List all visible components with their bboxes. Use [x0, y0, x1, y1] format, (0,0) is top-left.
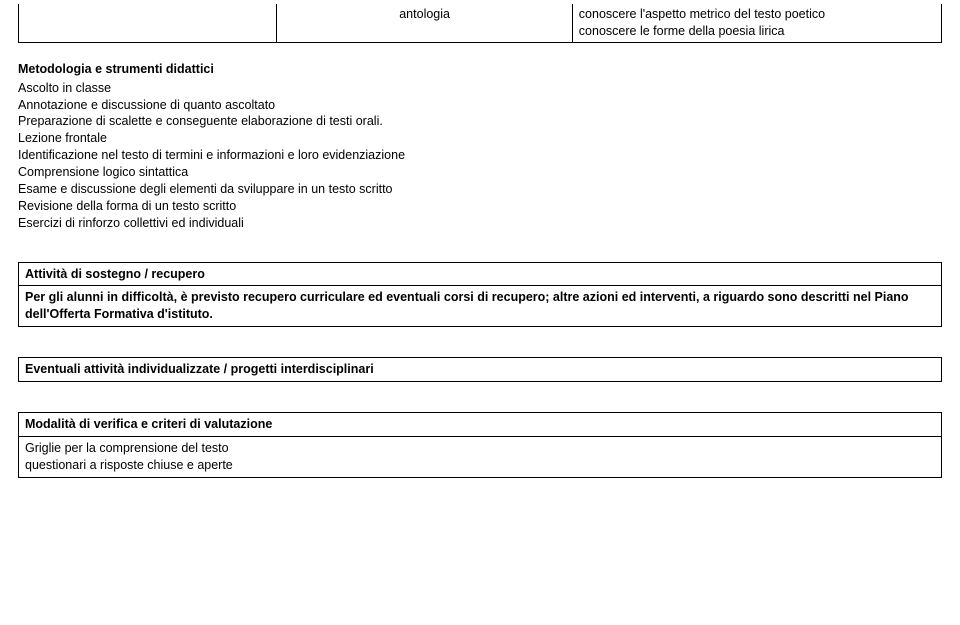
sostegno-heading: Attività di sostegno / recupero [19, 263, 941, 287]
metodologia-line: Annotazione e discussione di quanto asco… [18, 97, 942, 114]
metodologia-line: Esame e discussione degli elementi da sv… [18, 181, 942, 198]
metodologia-section: Metodologia e strumenti didattici Ascolt… [18, 61, 942, 232]
top-cell-3-line1: conoscere l'aspetto metrico del testo po… [579, 6, 935, 23]
metodologia-line: Esercizi di rinforzo collettivi ed indiv… [18, 215, 942, 232]
verifica-body-row: Griglie per la comprensione del testo qu… [19, 436, 941, 477]
sostegno-body: Per gli alunni in difficoltà, è previsto… [19, 286, 941, 326]
top-table: antologia conoscere l'aspetto metrico de… [18, 4, 942, 43]
verifica-line2: questionari a risposte chiuse e aperte [25, 457, 935, 474]
metodologia-line: Lezione frontale [18, 130, 942, 147]
verifica-line1: Griglie per la comprensione del testo [25, 440, 935, 457]
top-cell-2: antologia [277, 4, 572, 42]
metodologia-heading: Metodologia e strumenti didattici [18, 61, 942, 78]
sostegno-box: Attività di sostegno / recupero Per gli … [18, 262, 942, 328]
metodologia-line: Ascolto in classe [18, 80, 942, 97]
verifica-heading-row: Modalità di verifica e criteri di valuta… [19, 413, 941, 436]
verifica-box: Modalità di verifica e criteri di valuta… [18, 412, 942, 478]
verifica-heading: Modalità di verifica e criteri di valuta… [25, 417, 272, 431]
sostegno-text: Per gli alunni in difficoltà, è previsto… [25, 290, 909, 321]
attivita-ind-heading: Eventuali attività individualizzate / pr… [25, 362, 374, 376]
top-cell-1 [19, 4, 277, 42]
metodologia-line: Preparazione di scalette e conseguente e… [18, 113, 942, 130]
metodologia-line: Identificazione nel testo di termini e i… [18, 147, 942, 164]
metodologia-line: Comprensione logico sintattica [18, 164, 942, 181]
top-cell-3-line2: conoscere le forme della poesia lirica [579, 23, 935, 40]
top-cell-3: conoscere l'aspetto metrico del testo po… [572, 4, 941, 42]
attivita-ind-box: Eventuali attività individualizzate / pr… [18, 357, 942, 382]
metodologia-line: Revisione della forma di un testo scritt… [18, 198, 942, 215]
